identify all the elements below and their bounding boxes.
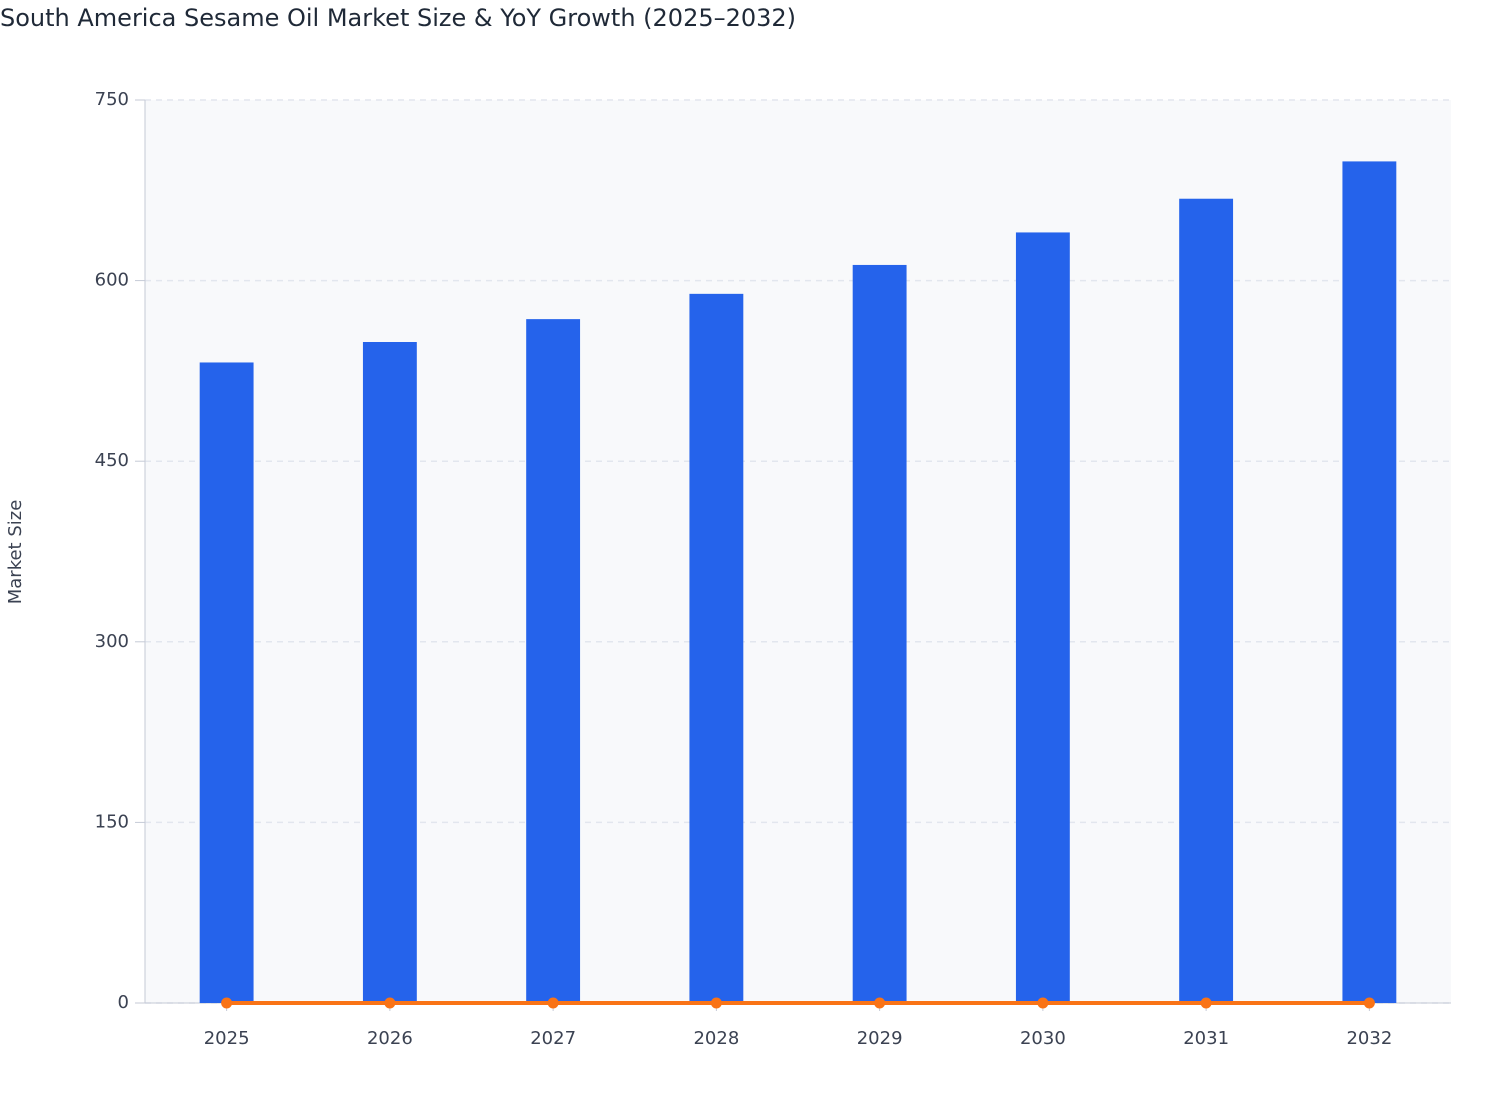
line-point: [547, 997, 559, 1009]
line-point: [874, 997, 886, 1009]
x-tick-label: 2030: [1020, 1028, 1066, 1049]
bar: [1342, 161, 1397, 1004]
line-point: [1363, 997, 1375, 1009]
bar: [199, 362, 254, 1003]
line-point: [221, 997, 233, 1009]
bar: [689, 293, 744, 1003]
chart-title: South America Sesame Oil Market Size & Y…: [0, 4, 796, 32]
line-point: [384, 997, 396, 1009]
y-tick-label: 750: [95, 89, 129, 110]
x-tick-label: 2026: [367, 1028, 413, 1049]
y-tick-label: 150: [95, 811, 129, 832]
bar: [362, 342, 417, 1003]
plot-background: [145, 100, 1451, 1003]
line-point: [1037, 997, 1049, 1009]
line-point: [710, 997, 722, 1009]
bar: [526, 319, 581, 1003]
y-axis-label: Market Size: [5, 500, 26, 605]
y-tick-label: 450: [95, 450, 129, 471]
x-tick-label: 2028: [693, 1028, 739, 1049]
x-tick-label: 2027: [530, 1028, 576, 1049]
bar: [1179, 198, 1234, 1003]
bar: [852, 264, 907, 1003]
x-tick-label: 2031: [1183, 1028, 1229, 1049]
y-tick-label: 0: [118, 992, 129, 1013]
x-tick-label: 2025: [204, 1028, 250, 1049]
y-tick-label: 600: [95, 270, 129, 291]
y-tick-label: 300: [95, 631, 129, 652]
line-point: [1200, 997, 1212, 1009]
x-tick-label: 2029: [857, 1028, 903, 1049]
bar: [1015, 232, 1070, 1003]
x-tick-label: 2032: [1346, 1028, 1392, 1049]
